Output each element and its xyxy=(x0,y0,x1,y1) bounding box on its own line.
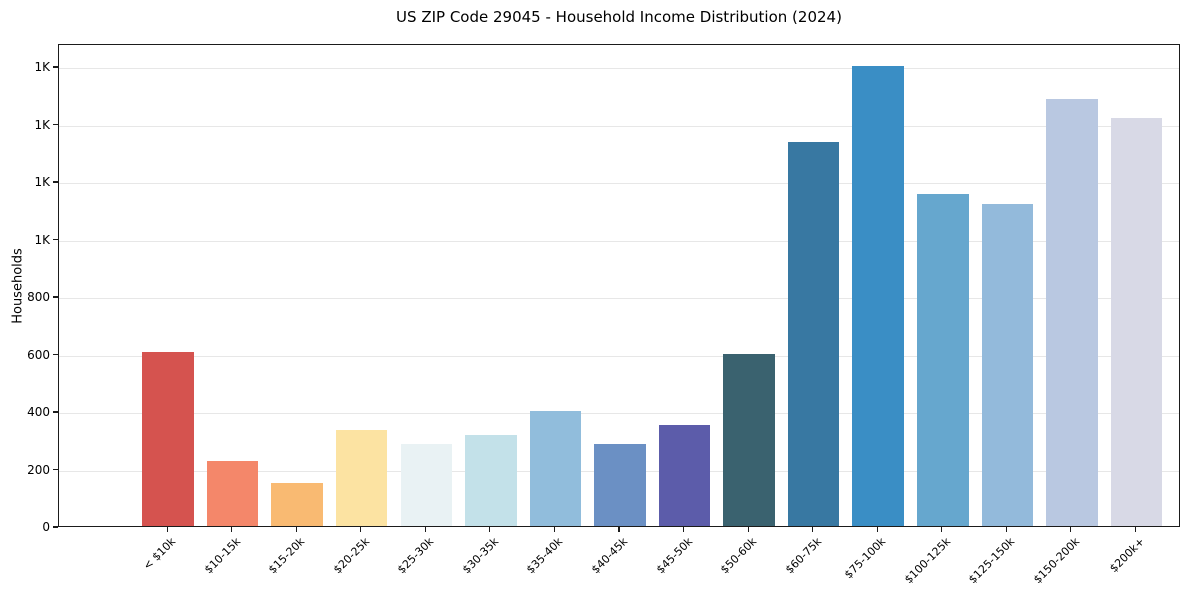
bar xyxy=(787,142,840,526)
bar xyxy=(465,435,517,526)
x-tick-mark xyxy=(166,527,168,532)
bar xyxy=(1046,99,1098,526)
y-tick-label: 1K xyxy=(34,117,50,132)
bar xyxy=(529,411,582,526)
plot-area xyxy=(58,44,1180,527)
gridline xyxy=(59,125,1179,127)
y-tick-mark xyxy=(53,468,58,471)
x-tick-mark xyxy=(360,527,362,532)
gridline xyxy=(59,240,1179,242)
bar xyxy=(852,66,904,526)
bar xyxy=(206,461,259,526)
x-tick-mark xyxy=(1134,527,1137,532)
x-tick-mark xyxy=(747,527,749,532)
x-tick-label: < $10k xyxy=(140,535,179,573)
bar xyxy=(335,429,388,526)
y-tick-label: 200 xyxy=(27,462,50,477)
gridline xyxy=(59,298,1179,299)
y-tick-mark xyxy=(53,526,58,528)
y-tick-label: 0 xyxy=(42,520,50,534)
gridline xyxy=(59,68,1179,69)
x-tick-mark xyxy=(424,527,426,532)
x-tick-mark xyxy=(1070,527,1072,532)
chart-title: US ZIP Code 29045 - Household Income Dis… xyxy=(396,8,842,26)
y-tick-label: 600 xyxy=(27,347,50,362)
bar xyxy=(400,444,453,526)
y-tick-mark xyxy=(53,66,58,68)
x-tick-mark xyxy=(812,527,814,532)
bar xyxy=(142,352,194,526)
y-axis-label: Households xyxy=(10,248,26,324)
y-tick-mark xyxy=(53,123,58,126)
y-tick-label: 1K xyxy=(34,232,50,247)
x-tick-mark xyxy=(618,527,620,532)
bar xyxy=(271,482,323,526)
bar xyxy=(658,425,711,526)
x-tick-mark xyxy=(683,527,685,532)
x-tick-mark xyxy=(295,527,297,532)
bar xyxy=(594,444,646,526)
x-tick-mark xyxy=(553,527,555,532)
y-tick-mark xyxy=(53,181,58,183)
x-tick-mark xyxy=(489,527,491,532)
y-tick-label: 1K xyxy=(34,60,50,74)
x-tick-mark xyxy=(876,527,878,532)
y-tick-mark xyxy=(53,296,58,298)
y-tick-mark xyxy=(53,238,58,241)
y-tick-label: 800 xyxy=(27,290,50,304)
y-tick-label: 1K xyxy=(34,175,50,189)
bar xyxy=(1110,117,1163,526)
y-tick-mark xyxy=(53,411,58,413)
gridline xyxy=(59,413,1179,414)
gridline xyxy=(59,183,1179,184)
bar xyxy=(981,204,1034,526)
bar xyxy=(917,193,969,526)
x-tick-mark xyxy=(231,527,233,532)
y-tick-mark xyxy=(53,353,58,356)
x-tick-mark xyxy=(941,527,943,532)
gridline xyxy=(59,355,1179,357)
y-tick-label: 400 xyxy=(27,405,50,419)
x-tick-mark xyxy=(1005,527,1007,532)
bar xyxy=(723,353,775,526)
